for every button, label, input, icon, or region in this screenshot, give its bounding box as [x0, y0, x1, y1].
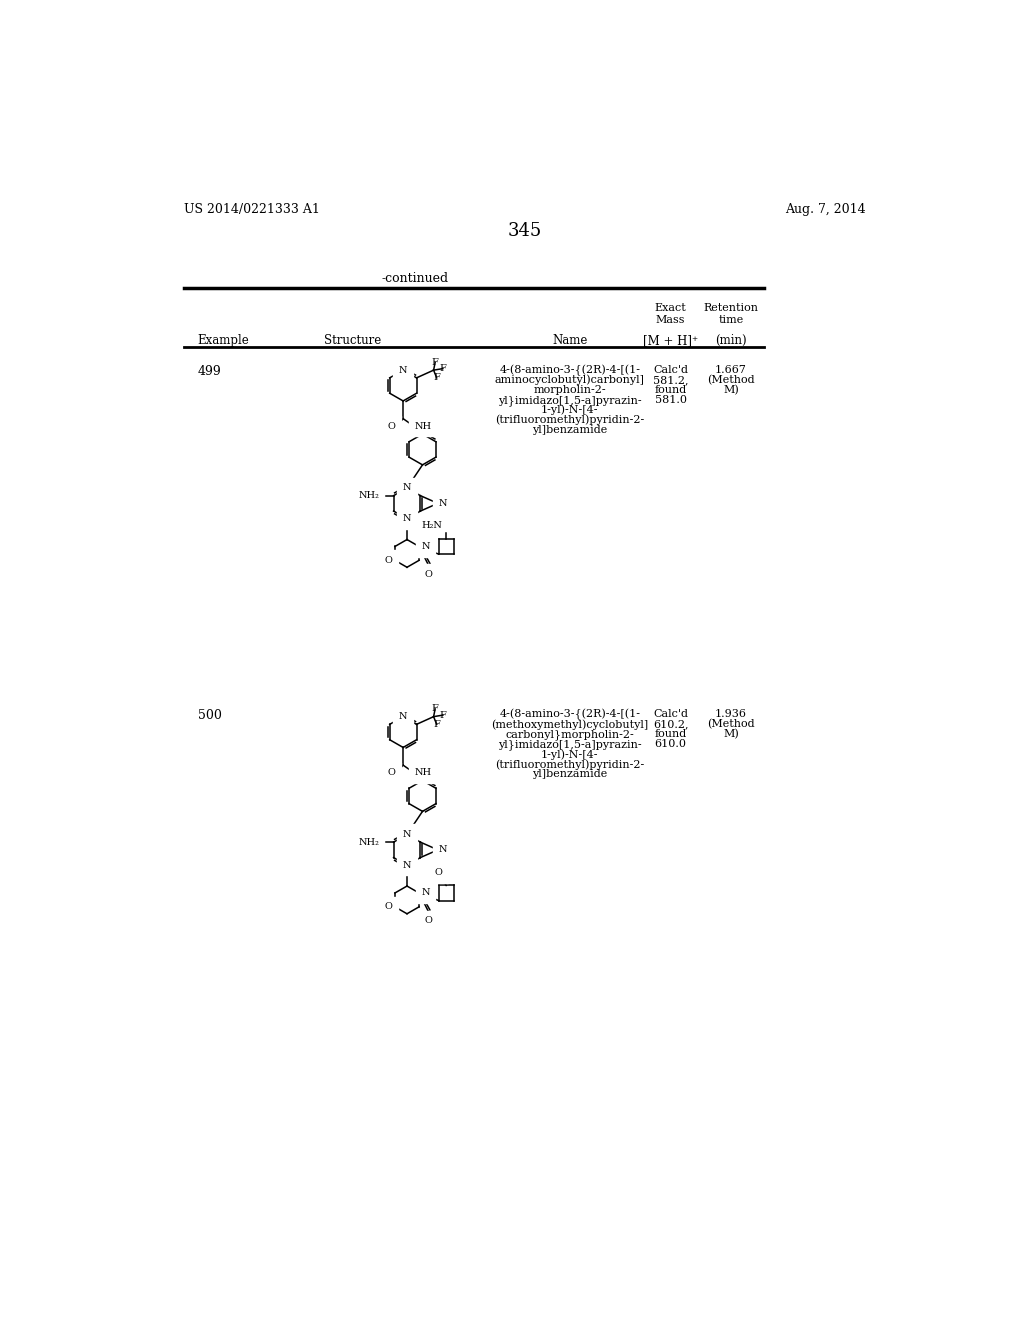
Text: F: F: [432, 358, 438, 367]
Text: yl}imidazo[1,5-a]pyrazin-: yl}imidazo[1,5-a]pyrazin-: [498, 395, 642, 405]
Text: O: O: [424, 916, 432, 925]
Text: Example: Example: [198, 334, 250, 347]
Text: H₂N: H₂N: [422, 520, 442, 529]
Text: N: N: [402, 861, 412, 870]
Text: F: F: [433, 719, 440, 729]
Text: 4-(8-amino-3-{(2R)-4-[(1-: 4-(8-amino-3-{(2R)-4-[(1-: [500, 709, 640, 721]
Text: 499: 499: [198, 364, 221, 378]
Text: M): M): [723, 385, 739, 395]
Text: NH₂: NH₂: [358, 491, 380, 500]
Text: 610.0: 610.0: [654, 739, 686, 748]
Text: 1-yl)-N-[4-: 1-yl)-N-[4-: [541, 748, 598, 759]
Text: (trifluoromethyl)pyridin-2-: (trifluoromethyl)pyridin-2-: [496, 759, 644, 770]
Text: Name: Name: [552, 334, 588, 347]
Text: F: F: [432, 705, 438, 713]
Text: 1.667: 1.667: [715, 364, 746, 375]
Text: 581.2,: 581.2,: [652, 375, 688, 384]
Text: 1.936: 1.936: [715, 709, 746, 719]
Text: -continued: -continued: [381, 272, 449, 285]
Text: NH₂: NH₂: [358, 838, 380, 846]
Text: N: N: [422, 888, 430, 898]
Text: O: O: [424, 570, 432, 578]
Text: F: F: [439, 364, 446, 374]
Text: found: found: [654, 729, 687, 739]
Text: 610.2,: 610.2,: [652, 719, 688, 729]
Text: (Method: (Method: [708, 719, 755, 729]
Text: 1-yl)-N-[4-: 1-yl)-N-[4-: [541, 405, 598, 416]
Text: O: O: [387, 422, 395, 430]
Text: Calc'd: Calc'd: [653, 364, 688, 375]
Text: (min): (min): [715, 334, 746, 347]
Text: yl]benzamide: yl]benzamide: [532, 770, 607, 779]
Text: O: O: [387, 768, 395, 777]
Text: (methoxymethyl)cyclobutyl]: (methoxymethyl)cyclobutyl]: [492, 719, 648, 730]
Text: (Method: (Method: [708, 375, 755, 385]
Text: found: found: [654, 385, 687, 395]
Text: N: N: [399, 366, 408, 375]
Text: 345: 345: [508, 222, 542, 239]
Text: aminocyclobutyl)carbonyl]: aminocyclobutyl)carbonyl]: [495, 375, 645, 385]
Text: NH: NH: [415, 422, 432, 430]
Text: F: F: [433, 374, 440, 383]
Text: F: F: [439, 710, 446, 719]
Text: Exact: Exact: [654, 304, 686, 313]
Text: (trifluoromethyl)pyridin-2-: (trifluoromethyl)pyridin-2-: [496, 414, 644, 425]
Text: M): M): [723, 729, 739, 739]
Text: Aug. 7, 2014: Aug. 7, 2014: [785, 203, 866, 216]
Text: Structure: Structure: [325, 334, 381, 347]
Text: Calc'd: Calc'd: [653, 709, 688, 719]
Text: N: N: [402, 483, 412, 492]
Text: 500: 500: [198, 709, 221, 722]
Text: O: O: [385, 556, 392, 565]
Text: US 2014/0221333 A1: US 2014/0221333 A1: [183, 203, 319, 216]
Text: 581.0: 581.0: [654, 395, 686, 405]
Text: O: O: [385, 903, 392, 911]
Text: Retention: Retention: [703, 304, 759, 313]
Text: Mass: Mass: [655, 314, 685, 325]
Text: 4-(8-amino-3-{(2R)-4-[(1-: 4-(8-amino-3-{(2R)-4-[(1-: [500, 364, 640, 376]
Text: N: N: [402, 830, 412, 840]
Text: N: N: [399, 713, 408, 721]
Text: [M + H]⁺: [M + H]⁺: [643, 334, 698, 347]
Text: yl]benzamide: yl]benzamide: [532, 425, 607, 434]
Text: yl}imidazo[1,5-a]pyrazin-: yl}imidazo[1,5-a]pyrazin-: [498, 739, 642, 750]
Text: N: N: [422, 543, 430, 550]
Text: NH: NH: [415, 768, 432, 777]
Text: N: N: [402, 515, 412, 523]
Text: N: N: [439, 499, 447, 508]
Text: carbonyl}morpholin-2-: carbonyl}morpholin-2-: [506, 729, 634, 739]
Text: O: O: [434, 869, 442, 878]
Text: morpholin-2-: morpholin-2-: [534, 385, 606, 395]
Text: N: N: [439, 845, 447, 854]
Text: time: time: [718, 314, 743, 325]
